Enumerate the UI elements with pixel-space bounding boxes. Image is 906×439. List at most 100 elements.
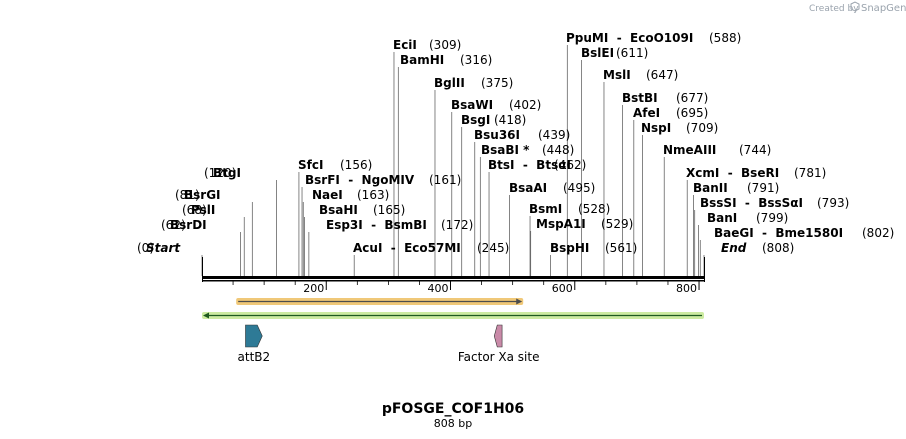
feature-label: Factor Xa site: [458, 350, 540, 364]
credit-brand: SnapGene: [861, 3, 906, 14]
site-label[interactable]: Bsu36I (439): [474, 128, 570, 142]
site-label[interactable]: BamHI (316): [400, 53, 492, 67]
site-label[interactable]: BspHI (561): [550, 241, 637, 255]
site-label[interactable]: BsaBI * (448): [481, 143, 574, 157]
site-name: BsrDI: [170, 218, 207, 232]
feature-bars: [202, 298, 704, 319]
site-coord: (0): [137, 241, 154, 255]
site-label[interactable]: BsrGI(81): [175, 188, 221, 202]
site-name: NaeI: [312, 188, 343, 202]
green-arrow-icon: [203, 312, 209, 319]
site-name: PslI: [191, 203, 215, 217]
site-name: BsmI: [529, 202, 562, 216]
site-label[interactable]: Start(0): [137, 241, 181, 255]
site-name: NspI: [641, 121, 671, 135]
site-coord: (163): [357, 188, 389, 202]
site-coord: (529): [601, 217, 633, 231]
site-name: MslI: [603, 68, 631, 82]
site-name: EciI: [393, 38, 417, 52]
site-labels: EciI (309)BamHI (316)BglII (375)BsaWI (402)B…: [137, 31, 894, 255]
site-label[interactable]: BsaHI (165): [319, 203, 405, 217]
site-name: End: [721, 241, 747, 255]
site-coord: (120): [204, 166, 236, 180]
site-name: BanI: [707, 211, 737, 225]
site-name: BsaHI: [319, 203, 358, 217]
site-lines: [201, 45, 705, 276]
site-coord: (375): [481, 76, 513, 90]
site-coord: (418): [494, 113, 526, 127]
site-name: BanII: [693, 181, 728, 195]
feature-label: attB2: [238, 350, 271, 364]
ruler-tick-label: 800: [676, 282, 697, 295]
site-label[interactable]: BslEI (611): [581, 46, 648, 60]
site-name: Start: [146, 241, 181, 255]
plasmid-length: 808 bp: [434, 417, 472, 430]
site-label[interactable]: BtgI(120): [204, 166, 241, 180]
site-coord: (677): [676, 91, 708, 105]
site-label[interactable]: AfeI (695): [633, 106, 708, 120]
site-label[interactable]: BsmI (528): [529, 202, 610, 216]
site-coord: (695): [676, 106, 708, 120]
site-name: AfeI: [633, 106, 660, 120]
site-coord: (611): [616, 46, 648, 60]
site-coord: (462): [554, 158, 586, 172]
feature[interactable]: Factor Xa site: [458, 324, 540, 364]
site-coord: (744): [739, 143, 771, 157]
site-label[interactable]: MspA1I (529): [536, 217, 633, 231]
plasmid-name: pFOSGE_COF1H06: [382, 401, 524, 417]
site-coord: (448): [542, 143, 574, 157]
snapgene-logo-icon: [850, 1, 860, 12]
site-label[interactable]: BsaAI (495): [509, 181, 595, 195]
site-label[interactable]: NaeI (163): [312, 188, 389, 202]
site-label[interactable]: BglII (375): [434, 76, 513, 90]
site-name: XcmI - BseRI: [686, 166, 779, 180]
site-label[interactable]: BstBI (677): [622, 91, 708, 105]
site-label[interactable]: BssSI - BssSαI (793): [700, 196, 849, 210]
site-label[interactable]: BanI (799): [707, 211, 788, 225]
site-label[interactable]: Esp3I - BsmBI (172): [326, 218, 473, 232]
site-label[interactable]: SfcI (156): [298, 158, 372, 172]
site-label[interactable]: MslI (647): [603, 68, 678, 82]
site-label[interactable]: BsgI (418): [461, 113, 526, 127]
site-label[interactable]: BaeGI - Bme1580I (802): [714, 226, 894, 240]
site-label[interactable]: BsaWI (402): [451, 98, 541, 112]
sequence-backbone: [202, 257, 705, 282]
site-label[interactable]: NspI (709): [641, 121, 718, 135]
site-label[interactable]: EciI (309): [393, 38, 461, 52]
site-label[interactable]: BsrFI - NgoMIV (161): [305, 173, 461, 187]
site-label[interactable]: NmeAIII (744): [663, 143, 771, 157]
site-name: PpuMI - EcoO109I: [566, 31, 693, 45]
orf-arrow-icon: [516, 298, 523, 305]
feature[interactable]: attB2: [238, 324, 271, 364]
site-name: BsrFI - NgoMIV: [305, 173, 415, 187]
site-name: BstBI: [622, 91, 658, 105]
ruler-tick-label: 600: [552, 282, 573, 295]
site-coord: (68): [182, 203, 207, 217]
site-name: BsgI: [461, 113, 490, 127]
site-label[interactable]: XcmI - BseRI (781): [686, 166, 826, 180]
site-label[interactable]: BsrDI(62): [161, 218, 207, 232]
site-label[interactable]: End (808): [721, 241, 794, 255]
site-coord: (781): [794, 166, 826, 180]
site-coord: (172): [441, 218, 473, 232]
site-name: BaeGI - Bme1580I: [714, 226, 843, 240]
site-label[interactable]: AcuI - Eco57MI (245): [353, 241, 509, 255]
site-coord: (495): [563, 181, 595, 195]
site-label[interactable]: BtsI - BtsαI(462): [488, 158, 586, 172]
site-coord: (791): [747, 181, 779, 195]
site-coord: (165): [373, 203, 405, 217]
site-name: Bsu36I: [474, 128, 520, 142]
site-label[interactable]: BanII (791): [693, 181, 779, 195]
site-coord: (156): [340, 158, 372, 172]
site-label[interactable]: PpuMI - EcoO109I (588): [566, 31, 741, 45]
site-coord: (309): [429, 38, 461, 52]
site-label[interactable]: PslI(68): [182, 203, 215, 217]
site-coord: (709): [686, 121, 718, 135]
site-coord: (245): [477, 241, 509, 255]
site-name: NmeAIII: [663, 143, 716, 157]
ruler-tick-label: 400: [428, 282, 449, 295]
ruler: 200 400 600 800: [232, 280, 700, 295]
site-name: BslEI: [581, 46, 614, 60]
site-name: BsaBI *: [481, 143, 530, 157]
